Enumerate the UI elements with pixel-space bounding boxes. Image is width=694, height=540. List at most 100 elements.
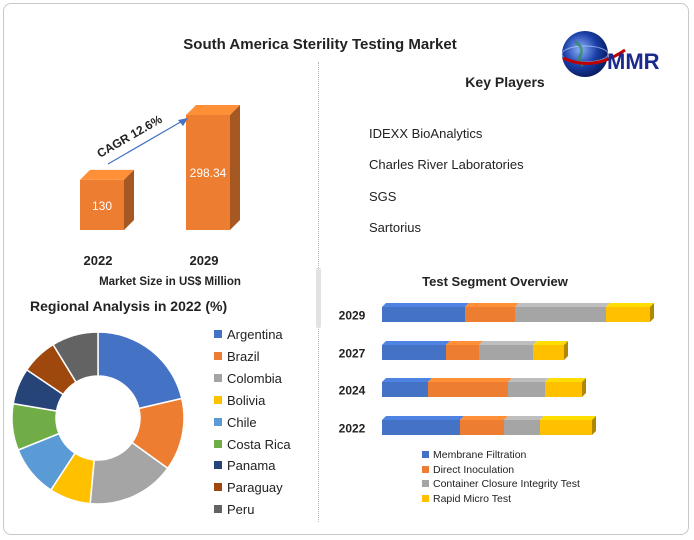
segment-bar-side <box>564 341 568 360</box>
segment-bar-container-closure-integrity-test <box>508 382 545 397</box>
logo-text: MMR <box>607 49 660 74</box>
cagr-label: CAGR 12.6% <box>95 112 165 161</box>
segment-bar-direct-inoculation <box>465 307 515 322</box>
globe-icon <box>561 31 626 77</box>
segment-legend-item: Container Closure Integrity Test <box>422 477 580 491</box>
key-player-item: Charles River Laboratories <box>369 157 524 172</box>
segment-bar-top <box>460 416 508 420</box>
segment-bar-top <box>540 416 596 420</box>
market-year-label: 2029 <box>190 253 219 268</box>
segment-bar-rapid-micro-test <box>533 345 564 360</box>
segment-bar-top <box>504 416 544 420</box>
legend-item-peru: Peru <box>214 502 254 518</box>
key-players-title: Key Players <box>465 74 545 90</box>
scrollbar[interactable] <box>316 268 321 328</box>
segment-legend-item: Direct Inoculation <box>422 463 514 477</box>
segment-bar-membrane-filtration <box>382 345 446 360</box>
key-player-item: SGS <box>369 189 397 204</box>
legend-label: Direct Inoculation <box>433 463 515 476</box>
legend-swatch <box>422 451 429 458</box>
legend-item-costa-rica: Costa Rica <box>214 437 291 453</box>
legend-swatch <box>214 461 222 470</box>
segment-bar-top <box>508 378 549 382</box>
cagr-arrow <box>107 118 188 165</box>
segment-bar-top <box>465 303 519 307</box>
legend-item-bolivia: Bolivia <box>214 393 265 409</box>
segment-bar-container-closure-integrity-test <box>479 345 533 360</box>
legend-label: Peru <box>227 502 255 518</box>
segment-bar-side <box>650 303 654 322</box>
legend-label: Colombia <box>227 370 282 386</box>
legend-label: Chile <box>227 414 257 430</box>
segment-bar-top <box>382 416 464 420</box>
legend-label: Argentina <box>227 327 283 342</box>
key-player-item: IDEXX BioAnalytics <box>369 126 483 141</box>
legend-label: Membrane Filtration <box>433 449 527 461</box>
segment-bar-top <box>606 303 654 307</box>
segment-bar-direct-inoculation <box>446 345 479 360</box>
legend-swatch <box>214 395 222 404</box>
legend-swatch <box>422 480 429 488</box>
legend-swatch <box>214 330 222 338</box>
legend-swatch <box>214 373 222 382</box>
legend-item-colombia: Colombia <box>214 371 282 387</box>
test-segment-chart: 2029 2027 2024 2022 <box>339 303 654 436</box>
segment-bar-top <box>446 341 483 345</box>
segment-year-label: 2029 <box>339 309 366 323</box>
segment-year-label: 2022 <box>339 422 366 436</box>
regional-analysis-title: Regional Analysis in 2022 (%) <box>30 298 228 314</box>
segment-bar-top <box>382 378 432 382</box>
segment-bar-membrane-filtration <box>382 382 428 397</box>
regional-donut-chart <box>11 331 185 505</box>
segment-bar-top <box>479 341 537 345</box>
test-segment-title: Test Segment Overview <box>422 274 568 289</box>
segment-bar-container-closure-integrity-test <box>515 307 606 322</box>
legend-item-panama: Panama <box>214 458 275 474</box>
legend-item-brazil: Brazil <box>214 349 260 365</box>
legend-swatch <box>422 495 429 503</box>
segment-bar-direct-inoculation <box>428 382 508 397</box>
segment-bar-top <box>382 341 450 345</box>
segment-year-label: 2027 <box>339 347 366 361</box>
market-value-label: 130 <box>92 199 112 213</box>
segment-bar-rapid-micro-test <box>606 307 650 322</box>
legend-label: Panama <box>227 458 276 474</box>
segment-bar-membrane-filtration <box>382 307 465 322</box>
segment-bar-membrane-filtration <box>382 420 460 435</box>
donut-slice-peru <box>52 331 99 384</box>
segment-bar-rapid-micro-test <box>540 420 592 435</box>
legend-label: Brazil <box>227 348 260 364</box>
legend-label: Bolivia <box>227 392 266 408</box>
segment-bar-side <box>582 378 586 397</box>
segment-bar-rapid-micro-test <box>545 382 582 397</box>
segment-bar-top <box>545 378 586 382</box>
market-size-label: Market Size in US$ Million <box>99 276 241 288</box>
segment-bar-top <box>428 378 512 382</box>
segment-bar-top <box>515 303 610 307</box>
segment-legend-item: Membrane Filtration <box>422 448 526 462</box>
legend-swatch <box>214 351 222 360</box>
brand-logo: MMR <box>561 31 660 77</box>
segment-bar-side <box>592 416 596 435</box>
market-size-chart: 130 2022 298.34 2029 CAGR 12.6% <box>80 105 240 268</box>
legend-swatch <box>422 465 429 473</box>
key-player-item: Sartorius <box>369 220 422 235</box>
legend-item-argentina: Argentina <box>214 327 283 343</box>
legend-item-chile: Chile <box>214 415 257 431</box>
market-value-label: 298.34 <box>190 166 227 180</box>
segment-bar-direct-inoculation <box>460 420 504 435</box>
donut-slice-argentina <box>97 331 183 410</box>
legend-label: Container Closure Integrity Test <box>433 478 580 491</box>
legend-label: Paraguay <box>227 480 283 496</box>
market-bar-2029 <box>186 105 240 230</box>
legend-swatch <box>214 439 222 448</box>
segment-bar-top <box>382 303 469 307</box>
legend-swatch <box>214 483 222 492</box>
segment-year-label: 2024 <box>339 384 366 398</box>
segment-bar-container-closure-integrity-test <box>504 420 540 435</box>
segment-bar-top <box>533 341 568 345</box>
legend-label: Costa Rica <box>227 436 291 452</box>
market-bar-2022 <box>80 169 134 230</box>
segment-legend-item: Rapid Micro Test <box>422 492 511 506</box>
page-title: South America Sterility Testing Market <box>183 36 457 53</box>
